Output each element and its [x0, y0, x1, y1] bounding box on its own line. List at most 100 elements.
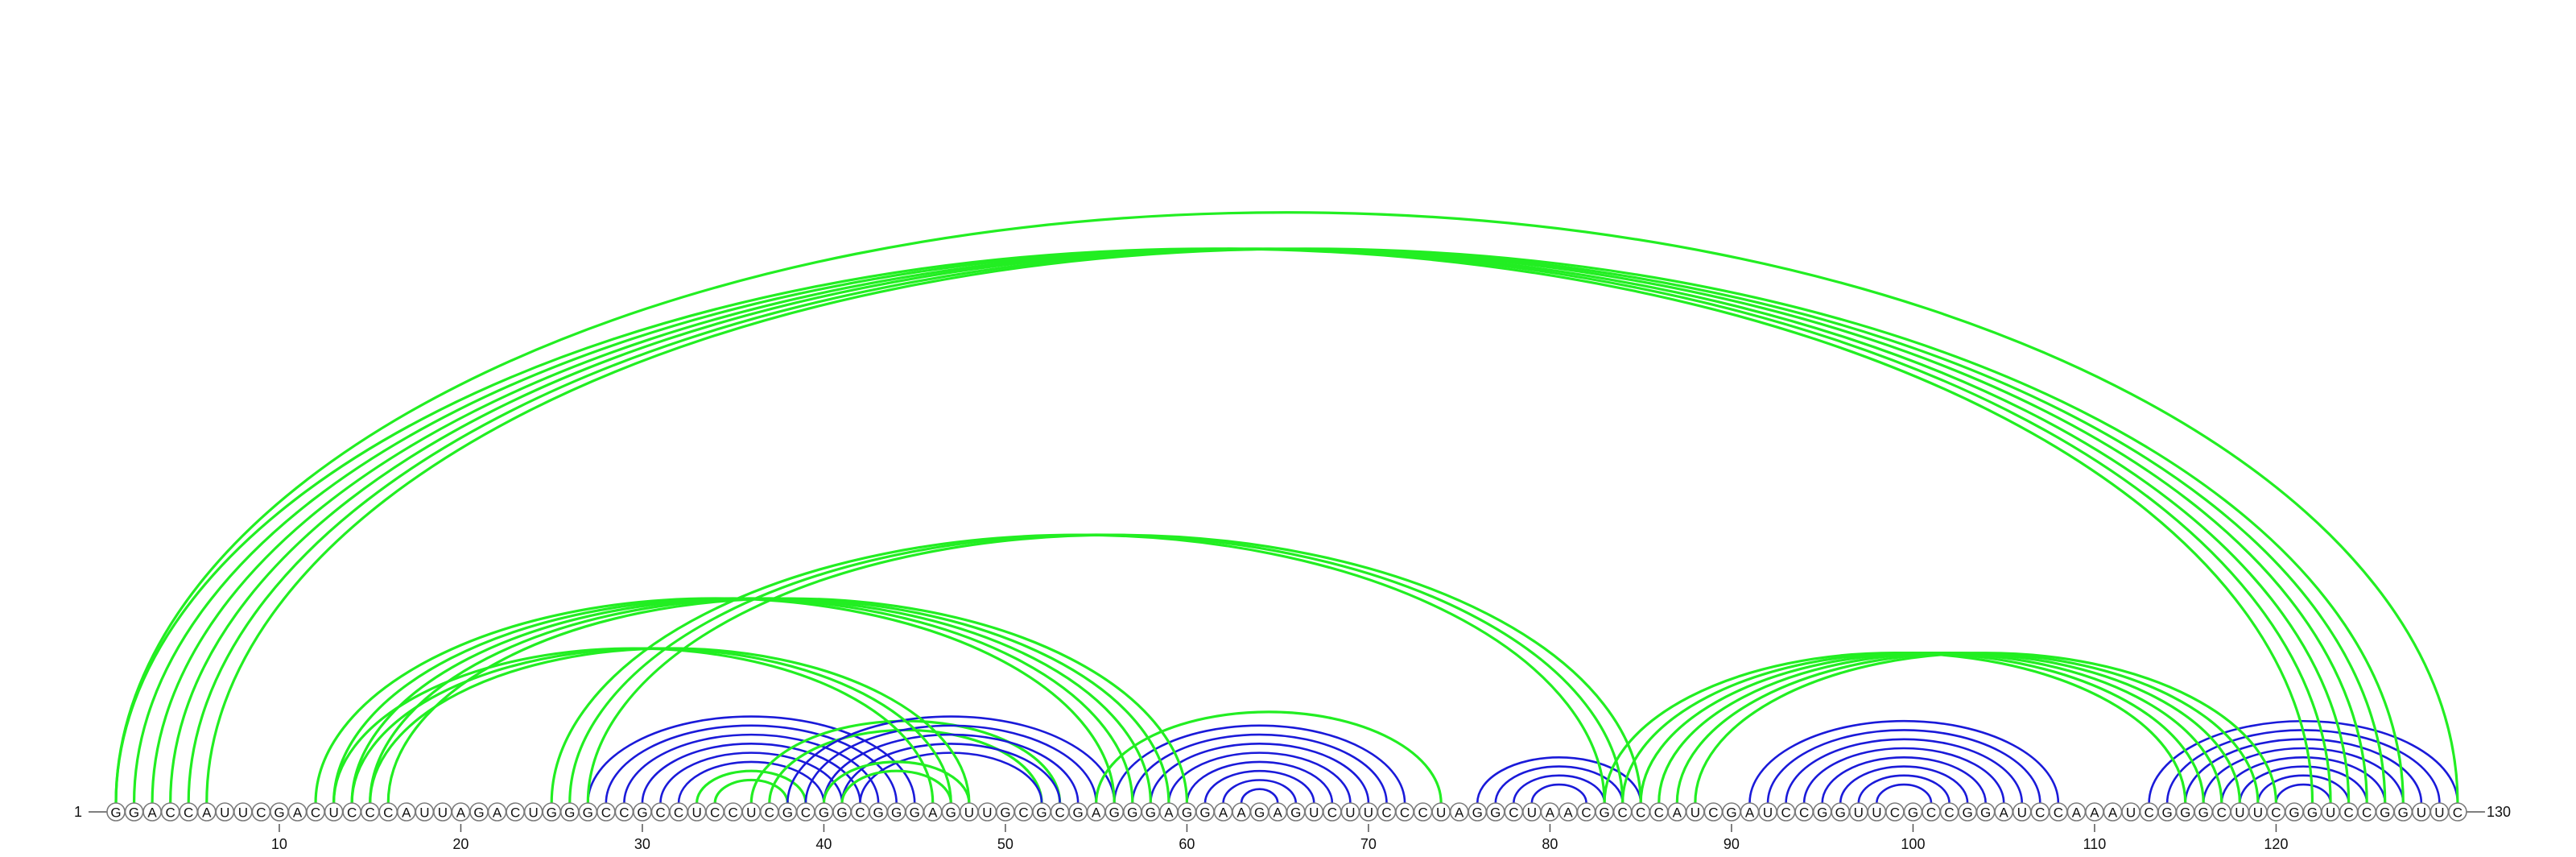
- base-pair-arc-14-58: [350, 597, 1152, 804]
- nucleotide-116: G: [2194, 802, 2214, 822]
- nucleotide-letter: G: [110, 805, 121, 821]
- nucleotide-letter: U: [220, 805, 229, 821]
- tick-label-60: 60: [1179, 836, 1195, 852]
- nucleotide-101: C: [1922, 802, 1941, 822]
- nucleotide-letter: G: [1962, 805, 1972, 821]
- nucleotide-32: C: [669, 802, 688, 822]
- nucleotide-73: C: [1413, 802, 1433, 822]
- nucleotide-102: C: [1939, 802, 1959, 822]
- nucleotide-letter: C: [619, 805, 629, 821]
- nucleotide-97: U: [1849, 802, 1868, 822]
- nucleotide-11: A: [287, 802, 308, 822]
- nucleotide-63: A: [1232, 802, 1251, 822]
- nucleotide-letter: C: [184, 805, 193, 821]
- nucleotide-129: U: [2429, 802, 2450, 822]
- nucleotide-letter: C: [1636, 805, 1645, 821]
- nucleotide-letter: A: [293, 805, 303, 821]
- nucleotide-letter: U: [746, 805, 756, 821]
- nucleotide-60: G: [1177, 802, 1197, 822]
- nucleotide-35: C: [723, 802, 743, 822]
- base-pair-arc-32-40: [677, 760, 825, 804]
- base-pair-arc-15-48: [369, 647, 971, 804]
- nucleotide-83: G: [1595, 802, 1614, 822]
- nucleotide-95: G: [1812, 802, 1832, 822]
- base-pair-arc-63-65: [1240, 788, 1279, 804]
- nucleotide-letter: A: [1274, 805, 1283, 821]
- nucleotide-80: A: [1540, 802, 1560, 822]
- nucleotide-letter: C: [1418, 805, 1427, 821]
- base-pair-arc-56-72: [1113, 724, 1406, 804]
- base-pair-arc-79-82: [1530, 783, 1587, 804]
- base-pair-arc-117-126: [2220, 756, 2387, 804]
- nucleotide-10: G: [270, 802, 289, 822]
- nucleotide-letter: U: [982, 805, 992, 821]
- nucleotide-letter: G: [637, 805, 647, 821]
- nucleotide-6: A: [196, 802, 217, 822]
- base-pair-arc-94-105: [1802, 747, 2005, 804]
- nucleotide-letter: A: [202, 805, 212, 821]
- base-pair-arc-40-54: [823, 733, 1080, 804]
- nucleotide-letter: U: [529, 805, 539, 821]
- base-pair-arc-1-122: [116, 249, 2313, 803]
- base-pair-arc-41-47: [840, 769, 952, 804]
- nucleotide-letter: U: [1527, 805, 1537, 821]
- nucleotide-70: U: [1359, 802, 1378, 822]
- nucleotide-letter: G: [1199, 805, 1210, 821]
- nucleotide-94: C: [1794, 802, 1814, 822]
- nucleotide-letter: G: [1109, 805, 1120, 821]
- nucleotide-105: A: [1994, 802, 2013, 822]
- nucleotide-letter: U: [2417, 805, 2426, 821]
- base-pair-arc-78-83: [1513, 774, 1606, 804]
- nucleotide-100: G: [1903, 802, 1923, 822]
- nucleotide-letter: C: [1018, 805, 1028, 821]
- nucleotide-letter: A: [402, 805, 411, 821]
- nucleotide-23: C: [506, 802, 525, 822]
- base-pair-arc-98-101: [1876, 783, 1933, 804]
- end-index-label: 130: [2487, 804, 2511, 820]
- base-pair-arc-41-53: [840, 743, 1061, 804]
- nucleotide-letter: A: [2090, 805, 2099, 821]
- nucleotide-letter: G: [2398, 805, 2409, 821]
- tick-label-110: 110: [2083, 836, 2107, 852]
- nucleotide-letter: C: [1509, 805, 1518, 821]
- nucleotide-124: C: [2339, 802, 2359, 822]
- nucleotide-48: U: [960, 802, 979, 822]
- nucleotide-letter: C: [801, 805, 811, 821]
- nucleotide-letter: A: [1563, 805, 1573, 821]
- nucleotide-letter: C: [1944, 805, 1954, 821]
- base-pair-arc-3-124: [152, 249, 2349, 803]
- nucleotide-letter: C: [2035, 805, 2045, 821]
- nucleotide-25: G: [542, 802, 562, 822]
- nucleotide-67: U: [1304, 802, 1324, 822]
- nucleotide-45: G: [905, 802, 924, 822]
- nucleotide-99: C: [1885, 802, 1905, 822]
- base-pair-arc-76-85: [1476, 756, 1642, 804]
- nucleotide-letter: C: [1327, 805, 1337, 821]
- nucleotide-letter: G: [564, 805, 575, 821]
- nucleotide-62: A: [1213, 802, 1233, 822]
- nucleotide-letter: A: [1092, 805, 1101, 821]
- nucleotide-letter: U: [2126, 805, 2136, 821]
- tick-layer: 10 20 30 40 50 60 70 80 90 100 110 120: [271, 824, 2288, 852]
- nucleotide-17: A: [396, 802, 416, 822]
- nucleotide-letter: C: [1926, 805, 1936, 821]
- base-pair-arc-77-84: [1494, 765, 1624, 804]
- base-pair-arc-113-130: [2148, 719, 2459, 804]
- nucleotide-81: A: [1558, 802, 1578, 822]
- nucleotide-18: U: [415, 802, 435, 822]
- nucleotide-letter: A: [928, 805, 938, 821]
- nucleotide-letter: G: [1146, 805, 1156, 821]
- nucleotide-letter: G: [1490, 805, 1501, 821]
- nucleotide-letter: C: [855, 805, 865, 821]
- base-pair-arc-61-67: [1203, 769, 1315, 804]
- base-pair-arc-92-107: [1766, 729, 2041, 804]
- nucleotide-117: C: [2212, 802, 2231, 822]
- nucleotide-letter: G: [1817, 805, 1827, 821]
- nucleotide-57: G: [1123, 802, 1142, 822]
- nucleotide-letter: C: [1799, 805, 1809, 821]
- nucleotide-letter: G: [891, 805, 902, 821]
- nucleotide-letter: G: [2307, 805, 2318, 821]
- nucleotide-circle: [2448, 802, 2467, 822]
- nucleotide-letter: U: [328, 805, 338, 821]
